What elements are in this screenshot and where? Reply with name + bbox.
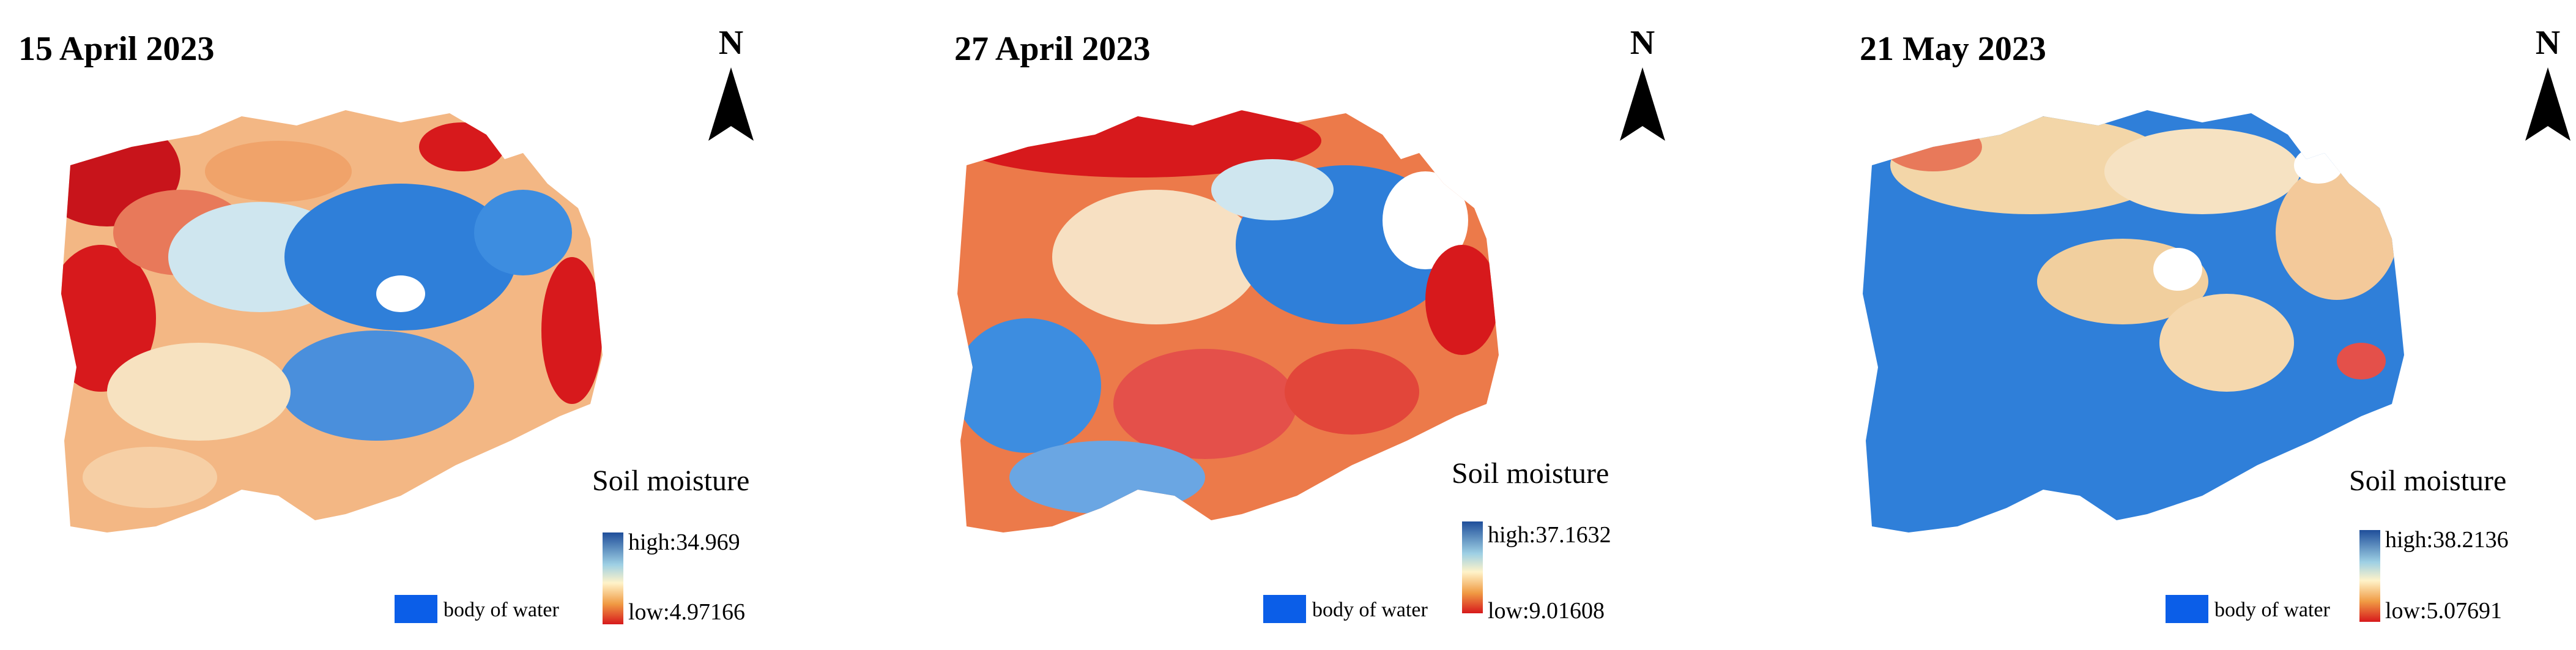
legend-high-label: high:37.1632 bbox=[1488, 522, 1611, 548]
water-label: body of water bbox=[444, 599, 559, 621]
north-arrow: N bbox=[2520, 23, 2575, 146]
legend-title: Soil moisture bbox=[592, 465, 750, 497]
legend-low-label: low:5.07691 bbox=[2385, 598, 2503, 624]
panel-title: 21 May 2023 bbox=[1860, 30, 2046, 68]
north-label: N bbox=[2535, 24, 2561, 62]
water-swatch bbox=[2166, 595, 2208, 623]
north-arrow-icon bbox=[708, 67, 754, 141]
panel-title: 27 April 2023 bbox=[954, 30, 1151, 68]
legend-low-label: low:4.97166 bbox=[628, 599, 746, 625]
panel-title: 15 April 2023 bbox=[18, 30, 215, 68]
map-panel-3: 21 May 2023 N Soil moisture high:38.2136… bbox=[1841, 0, 2576, 650]
north-label: N bbox=[1630, 24, 1655, 62]
north-arrow-icon bbox=[2525, 67, 2570, 141]
legend-title: Soil moisture bbox=[2349, 465, 2507, 497]
water-label: body of water bbox=[1312, 599, 1428, 621]
soil-moisture-map bbox=[1863, 110, 2404, 532]
color-ramp bbox=[1462, 521, 1483, 613]
color-ramp bbox=[603, 532, 623, 624]
north-arrow: N bbox=[703, 23, 759, 146]
legend-title: Soil moisture bbox=[1452, 457, 1609, 490]
legend-high-label: high:38.2136 bbox=[2385, 527, 2509, 553]
legend-low-label: low:9.01608 bbox=[1488, 598, 1605, 624]
north-arrow: N bbox=[1615, 23, 1670, 146]
color-ramp bbox=[2359, 530, 2380, 622]
soil-moisture-map bbox=[61, 110, 603, 532]
map-panel-1: 15 April 2023 N Soil moisture high:34.96… bbox=[0, 0, 858, 650]
north-label: N bbox=[718, 24, 744, 62]
water-swatch bbox=[1263, 595, 1306, 623]
map-panel-2: 27 April 2023 N Soil moisture high:37.16… bbox=[936, 0, 1794, 650]
legend-high-label: high:34.969 bbox=[628, 529, 740, 555]
water-label: body of water bbox=[2214, 599, 2330, 621]
north-arrow-icon bbox=[1620, 67, 1665, 141]
water-swatch bbox=[395, 595, 437, 623]
soil-moisture-map bbox=[957, 110, 1499, 532]
